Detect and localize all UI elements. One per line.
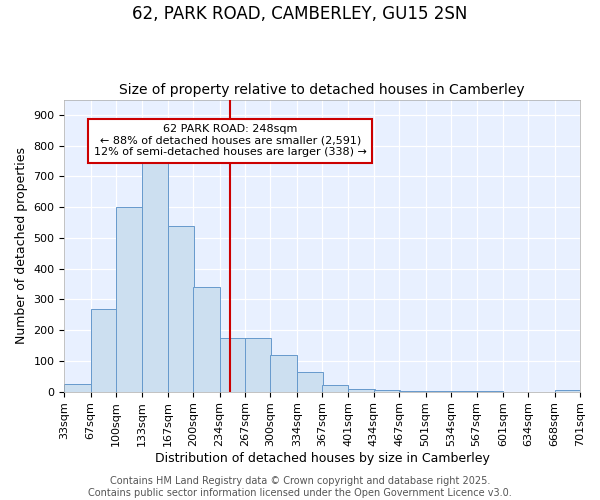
Y-axis label: Number of detached properties: Number of detached properties [15,147,28,344]
Bar [142,162,168,392]
Bar [349,388,374,392]
Bar [91,308,117,392]
X-axis label: Distribution of detached houses by size in Camberley: Distribution of detached houses by size … [155,452,490,465]
Bar [322,385,349,392]
Bar [168,226,194,392]
Title: Size of property relative to detached houses in Camberley: Size of property relative to detached ho… [119,83,525,97]
Bar [554,390,581,392]
Text: Contains HM Land Registry data © Crown copyright and database right 2025.
Contai: Contains HM Land Registry data © Crown c… [88,476,512,498]
Bar [374,390,400,392]
Bar [116,207,142,392]
Bar [193,287,220,392]
Bar [400,391,425,392]
Bar [425,391,452,392]
Text: 62 PARK ROAD: 248sqm
← 88% of detached houses are smaller (2,591)
12% of semi-de: 62 PARK ROAD: 248sqm ← 88% of detached h… [94,124,367,158]
Bar [245,338,271,392]
Bar [64,384,91,392]
Bar [297,372,323,392]
Bar [220,338,246,392]
Text: 62, PARK ROAD, CAMBERLEY, GU15 2SN: 62, PARK ROAD, CAMBERLEY, GU15 2SN [133,5,467,23]
Bar [271,355,297,392]
